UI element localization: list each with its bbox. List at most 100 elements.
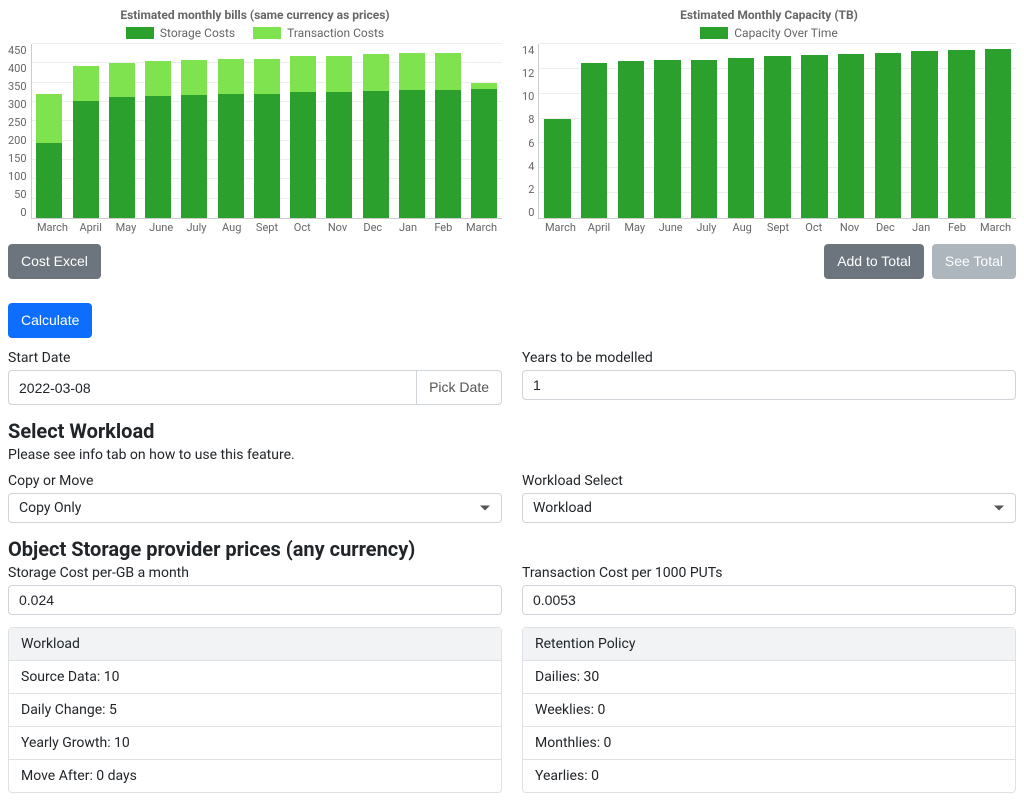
years-label: Years to be modelled [522,350,1016,366]
workload-hint: Please see info tab on how to use this f… [8,447,1016,463]
bar-segment-storage [73,101,99,218]
bar [218,44,244,218]
storage-cost-input[interactable] [8,585,502,615]
y-tick: 14 [522,44,534,57]
years-input[interactable] [522,370,1016,400]
bar [654,44,680,218]
capacity-y-axis: 14121086420 [522,44,538,219]
bar [435,44,461,218]
pick-date-button[interactable]: Pick Date [416,370,502,405]
bar-segment-storage [218,94,244,218]
bills-chart-legend: Storage Costs Transaction Costs [8,26,502,40]
y-tick: 150 [8,152,27,165]
x-tick: Jan [395,221,420,234]
bar-segment-storage [36,143,62,218]
x-tick: Jan [908,221,934,234]
x-tick: Aug [219,221,244,234]
capacity-chart-legend: Capacity Over Time [522,26,1016,40]
bar [911,44,937,218]
workload-select[interactable]: Workload [522,493,1016,523]
bills-chart-title: Estimated monthly bills (same currency a… [8,8,502,22]
x-tick: June [658,221,684,234]
bar-segment-capacity [691,60,717,218]
retention-card-header: Retention Policy [523,628,1015,661]
y-tick: 6 [528,137,534,150]
x-tick: Sept [765,221,791,234]
capacity-chart-title: Estimated Monthly Capacity (TB) [522,8,1016,22]
y-tick: 350 [8,80,27,93]
calculate-button[interactable]: Calculate [8,303,92,338]
legend-swatch [253,27,281,39]
copy-move-label: Copy or Move [8,473,502,489]
x-tick: May [113,221,138,234]
workload-select-label: Workload Select [522,473,1016,489]
y-tick: 0 [528,206,534,219]
bar [618,44,644,218]
bar-segment-transaction [254,59,280,94]
x-tick: Feb [431,221,456,234]
bar [36,44,62,218]
list-item: Weeklies: 0 [523,693,1015,726]
bar-segment-capacity [728,58,754,218]
bar [838,44,864,218]
bar-segment-capacity [875,53,901,218]
x-tick: Sept [254,221,279,234]
x-tick: Aug [729,221,755,234]
bar-segment-capacity [948,50,974,218]
retention-card: Retention Policy Dailies: 30Weeklies: 0M… [522,627,1016,793]
bar [109,44,135,218]
y-tick: 250 [8,116,27,129]
add-to-total-button[interactable]: Add to Total [824,244,924,279]
legend-swatch [126,27,154,39]
bar-segment-capacity [764,56,790,218]
x-tick: Nov [837,221,863,234]
bar-segment-capacity [654,60,680,218]
bar-segment-transaction [36,94,62,142]
legend-label: Transaction Costs [287,26,384,40]
list-item: Source Data: 10 [9,661,501,693]
list-item: Move After: 0 days [9,759,501,792]
x-tick: April [586,221,612,234]
bar [581,44,607,218]
bar [290,44,316,218]
bar-segment-storage [109,97,135,218]
start-date-input[interactable] [8,370,417,405]
bar [326,44,352,218]
legend-item-storage: Storage Costs [126,26,235,40]
bar-segment-capacity [618,61,644,218]
pricing-heading: Object Storage provider prices (any curr… [8,537,1016,561]
workload-heading: Select Workload [8,419,1016,443]
start-date-label: Start Date [8,350,502,366]
bar [985,44,1011,218]
tx-cost-input[interactable] [522,585,1016,615]
bar [363,44,389,218]
y-tick: 50 [14,188,26,201]
bar [254,44,280,218]
bar-segment-storage [181,95,207,218]
bar [691,44,717,218]
bar-segment-transaction [399,53,425,90]
bar-segment-transaction [181,60,207,95]
y-tick: 10 [522,90,534,103]
bar-segment-transaction [290,56,316,92]
list-item: Yearly Growth: 10 [9,726,501,759]
bar-segment-storage [326,92,352,218]
copy-move-select[interactable]: Copy Only [8,493,502,523]
legend-label: Capacity Over Time [734,26,838,40]
y-tick: 450 [8,44,27,57]
bar [948,44,974,218]
legend-item-capacity: Capacity Over Time [700,26,838,40]
x-tick: April [78,221,103,234]
cost-excel-button[interactable]: Cost Excel [8,244,101,279]
capacity-chart-panel: Estimated Monthly Capacity (TB) Capacity… [522,8,1016,279]
bar-segment-capacity [838,54,864,218]
bar-segment-capacity [581,63,607,218]
y-tick: 8 [528,113,534,126]
bills-x-axis: MarchAprilMayJuneJulyAugSeptOctNovDecJan… [32,221,502,234]
see-total-button[interactable]: See Total [932,244,1016,279]
bar [471,44,497,218]
bar-segment-transaction [363,54,389,91]
list-item: Yearlies: 0 [523,759,1015,792]
y-tick: 400 [8,62,27,75]
bar-segment-capacity [544,119,570,218]
